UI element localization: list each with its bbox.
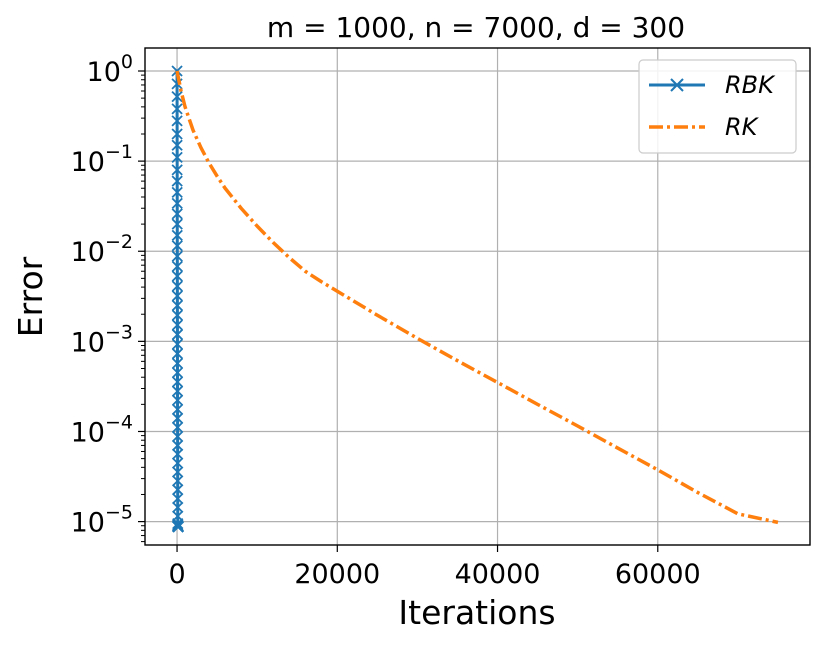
- data-point-rbk: [171, 385, 184, 397]
- data-point-rbk: [172, 466, 184, 478]
- data-point-rbk: [171, 164, 183, 176]
- data-point-rbk: [171, 208, 183, 220]
- series-line-rk: [175, 70, 779, 525]
- data-point-rbk: [172, 501, 184, 513]
- data-point-rbk: [171, 139, 183, 151]
- data-point-rbk: [171, 299, 184, 312]
- data-point-rbk: [171, 394, 184, 406]
- data-point-rbk: [171, 357, 184, 369]
- data-point-rbk: [171, 412, 184, 424]
- data-point-rbk: [171, 348, 184, 360]
- data-point-rbk: [171, 376, 184, 388]
- data-point-rbk: [171, 338, 184, 350]
- data-point-rbk: [171, 250, 183, 262]
- x-ticks: 0 20000 40000 60000: [168, 545, 701, 590]
- data-point-rbk: [171, 439, 184, 452]
- data-point-rbk: [171, 240, 183, 252]
- data-point-rbk: [171, 319, 184, 331]
- legend-label-rbk: RBK: [725, 71, 776, 99]
- data-point-rbk: [171, 229, 183, 242]
- x-tick-label: 60000: [615, 559, 701, 590]
- chart-title: m = 1000, n = 7000, d = 300: [267, 11, 685, 44]
- data-point-rbk: [172, 484, 184, 496]
- plot-frame: [144, 47, 811, 546]
- y-axis-label: Error: [11, 256, 50, 337]
- series-layer: [171, 65, 779, 533]
- data-point-rbk: [172, 520, 184, 533]
- data-point-rbk: [171, 260, 183, 272]
- data-point-rbk: [171, 309, 184, 321]
- data-point-rbk: [171, 90, 183, 103]
- data-point-rbk: [172, 448, 184, 460]
- y-tick-label: 100: [87, 51, 133, 88]
- data-point-rbk: [171, 197, 183, 209]
- data-point-rbk: [172, 475, 184, 487]
- data-point-rbk: [171, 328, 184, 341]
- data-point-rbk: [171, 430, 184, 443]
- data-point-rbk: [171, 290, 184, 302]
- y-tick-label: 10−4: [71, 411, 133, 448]
- x-tick-label: 20000: [294, 559, 380, 590]
- data-point-rbk: [171, 421, 184, 434]
- y-tick-label: 10−2: [71, 231, 133, 268]
- data-point-rbk: [171, 186, 183, 199]
- x-tick-label: 0: [168, 559, 185, 590]
- data-point-rbk: [171, 115, 183, 127]
- x-axis-label: Iterations: [398, 593, 555, 632]
- data-point-rbk: [171, 280, 183, 292]
- data-point-rbk: [171, 103, 183, 115]
- x-tick-label: 40000: [455, 559, 541, 590]
- data-point-rbk: [171, 366, 184, 379]
- data-point-rbk: [171, 128, 183, 140]
- legend: RBK RK: [638, 59, 797, 154]
- data-point-rbk: [171, 175, 183, 187]
- legend-label-rk: RK: [725, 113, 760, 141]
- y-tick-label: 10−3: [71, 321, 133, 358]
- data-point-rbk: [172, 492, 184, 505]
- legend-marker-rbk: [670, 78, 684, 92]
- grid-lines: [145, 48, 810, 545]
- series-line-rbk: [175, 70, 180, 529]
- y-tick-label: 10−1: [71, 141, 133, 178]
- data-point-rbk: [171, 151, 183, 164]
- data-point-rbk: [171, 218, 183, 230]
- y-tick-label: 10−5: [71, 502, 133, 539]
- y-ticks: 100 10−1 10−2 10−3 10−4 10−5: [71, 51, 145, 543]
- data-point-rbk: [171, 403, 184, 415]
- data-point-rbk: [171, 270, 183, 282]
- data-point-rbk: [172, 457, 184, 469]
